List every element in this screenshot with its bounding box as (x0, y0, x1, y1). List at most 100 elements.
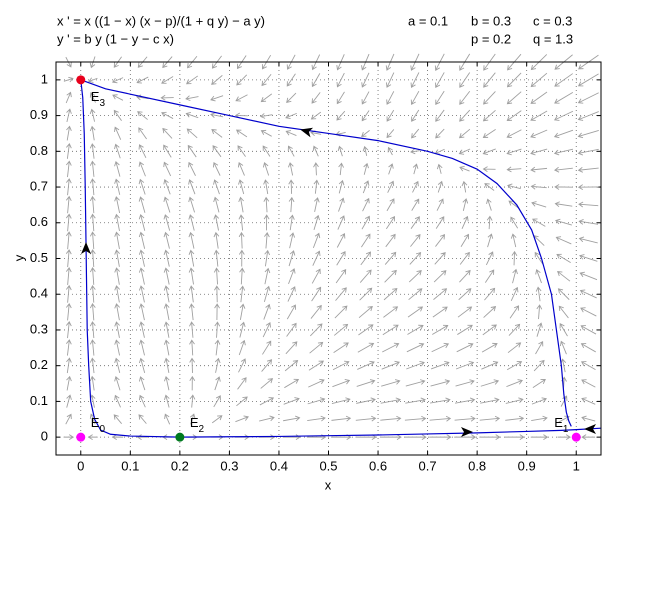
field-arrow (185, 95, 199, 102)
field-arrow (114, 231, 120, 250)
field-arrow (188, 196, 196, 213)
field-arrow (511, 250, 518, 266)
field-arrow (137, 111, 148, 120)
field-arrow (285, 341, 298, 355)
field-arrow (63, 434, 75, 441)
y-tick-label: 0.7 (30, 178, 48, 193)
y-axis-label: y (11, 254, 26, 261)
field-arrow (380, 415, 402, 422)
field-arrow (237, 145, 246, 157)
direction-arrow (300, 127, 314, 138)
field-arrow (114, 196, 121, 214)
field-arrow (164, 394, 170, 408)
field-arrow (264, 249, 271, 267)
field-arrow (459, 72, 471, 88)
field-arrow (530, 110, 548, 121)
field-arrow (362, 180, 370, 194)
field-arrow (338, 197, 345, 212)
field-arrow (214, 376, 221, 391)
field-arrow (506, 110, 522, 122)
field-arrow (238, 231, 245, 249)
field-arrow (112, 94, 124, 101)
field-arrow (532, 218, 546, 227)
field-arrow (530, 72, 548, 88)
field-arrow (506, 148, 522, 156)
field-arrow (89, 178, 96, 196)
field-arrow (66, 142, 72, 159)
field-arrow (337, 145, 344, 157)
field-arrow (530, 434, 549, 441)
field-arrow (430, 361, 450, 370)
field-arrow (111, 77, 124, 84)
equilibrium (76, 432, 86, 442)
field-arrow (410, 90, 420, 106)
field-arrow (286, 322, 297, 337)
field-arrow (361, 110, 370, 122)
field-arrow (507, 342, 522, 354)
field-arrow (360, 251, 372, 266)
field-arrow (309, 341, 324, 354)
trajectory (80, 79, 180, 438)
field-arrow (457, 324, 473, 335)
field-arrow (363, 162, 369, 175)
field-arrow (530, 183, 547, 190)
trajectory (80, 79, 572, 427)
parameter: c = 0.3 (533, 13, 572, 28)
equation: y ' = b y (1 − y − c x) (57, 31, 174, 46)
field-arrow (506, 129, 522, 138)
field-arrow (65, 266, 72, 285)
field-arrow (89, 143, 96, 159)
field-arrow (382, 342, 400, 353)
trajectory (179, 427, 602, 438)
field-arrow (138, 321, 145, 338)
field-arrow (556, 253, 571, 264)
field-arrow (404, 415, 427, 422)
x-tick-label: 0.6 (369, 458, 387, 473)
field-arrow (138, 249, 145, 267)
field-arrow (506, 379, 523, 388)
field-arrow (531, 201, 547, 208)
field-arrow (287, 286, 296, 302)
field-arrow (308, 378, 325, 388)
x-tick-label: 0.7 (419, 458, 437, 473)
equilibrium-label: E0 (91, 416, 106, 435)
field-arrow (411, 128, 420, 139)
field-arrow (336, 72, 345, 88)
field-arrow (435, 109, 445, 122)
field-arrow (577, 111, 599, 121)
field-arrow (138, 267, 145, 285)
field-arrow (434, 148, 445, 155)
field-arrow (459, 166, 470, 172)
field-arrow (454, 397, 476, 404)
field-arrow (114, 249, 120, 267)
field-arrow (483, 306, 497, 318)
field-arrow (114, 394, 121, 408)
field-arrow (286, 92, 297, 104)
field-arrow (534, 251, 544, 265)
field-arrow (432, 306, 448, 318)
field-arrow (287, 145, 295, 157)
field-arrow (577, 148, 599, 156)
field-arrow (412, 163, 419, 175)
field-arrow (238, 249, 245, 267)
field-arrow (482, 148, 496, 156)
field-arrow (579, 271, 598, 281)
field-arrow (338, 162, 344, 176)
field-arrow (509, 305, 520, 319)
field-arrow (163, 249, 170, 267)
field-arrow (214, 321, 221, 338)
field-arrow (432, 324, 449, 335)
field-arrow (188, 179, 196, 195)
field-arrow (260, 93, 273, 103)
field-arrow (435, 90, 445, 106)
field-arrow (163, 161, 172, 177)
field-arrow (235, 415, 249, 423)
field-arrow (162, 127, 173, 139)
field-arrow (238, 196, 244, 213)
y-tick-label: 0.1 (30, 393, 48, 408)
field-arrow (483, 91, 496, 105)
field-arrow (114, 339, 121, 356)
field-arrow (358, 324, 374, 336)
field-arrow (263, 214, 270, 231)
field-arrow (405, 397, 426, 404)
